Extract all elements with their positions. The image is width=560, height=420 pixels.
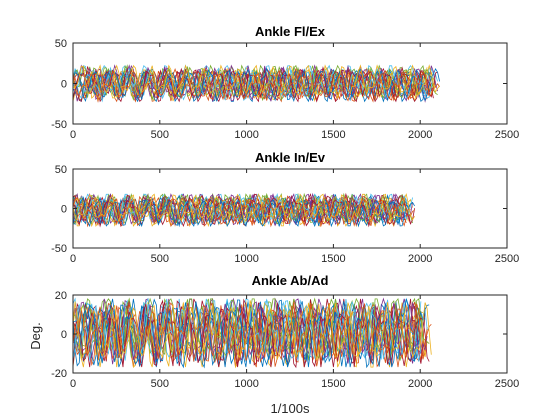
y-tick-label: 0 bbox=[61, 79, 67, 91]
subplot-2-lines bbox=[73, 192, 415, 228]
x-tick-label: 1500 bbox=[321, 253, 345, 265]
subplot-1-lines bbox=[73, 64, 440, 103]
x-tick-label: 2500 bbox=[495, 253, 519, 265]
x-tick-label: 0 bbox=[70, 129, 76, 141]
subplot-2-title: Ankle In/Ev bbox=[255, 150, 326, 165]
x-axis-label: 1/100s bbox=[270, 401, 310, 416]
subplot-3-lines bbox=[73, 297, 432, 369]
y-tick-label: 0 bbox=[61, 329, 67, 341]
series-line bbox=[73, 65, 434, 98]
series-line bbox=[73, 300, 432, 361]
x-tick-label: 1000 bbox=[234, 129, 258, 141]
y-tick-label: 50 bbox=[55, 164, 67, 176]
y-tick-label: 20 bbox=[55, 290, 67, 302]
x-tick-label: 2000 bbox=[408, 253, 432, 265]
series-line bbox=[73, 69, 438, 103]
x-tick-label: 500 bbox=[151, 253, 169, 265]
y-axis-label: Deg. bbox=[28, 322, 43, 349]
x-tick-label: 500 bbox=[151, 378, 169, 390]
y-tick-label: -50 bbox=[51, 243, 67, 255]
series-line bbox=[73, 303, 430, 362]
x-tick-label: 1500 bbox=[321, 378, 345, 390]
series-line bbox=[73, 70, 436, 101]
series-line bbox=[73, 192, 411, 227]
x-tick-label: 1000 bbox=[234, 378, 258, 390]
x-tick-label: 2500 bbox=[495, 129, 519, 141]
series-line bbox=[73, 301, 432, 362]
x-tick-label: 2000 bbox=[408, 378, 432, 390]
x-tick-label: 2000 bbox=[408, 129, 432, 141]
x-tick-label: 500 bbox=[151, 129, 169, 141]
series-line bbox=[73, 66, 434, 103]
x-tick-label: 1500 bbox=[321, 129, 345, 141]
subplot-1-title: Ankle Fl/Ex bbox=[255, 24, 326, 39]
x-tick-label: 0 bbox=[70, 378, 76, 390]
y-tick-label: 50 bbox=[55, 38, 67, 50]
series-line bbox=[73, 64, 440, 97]
y-tick-label: -50 bbox=[51, 119, 67, 131]
subplot-3-title: Ankle Ab/Ad bbox=[252, 273, 329, 288]
series-line bbox=[73, 193, 415, 224]
x-tick-label: 2500 bbox=[495, 378, 519, 390]
y-tick-label: 0 bbox=[61, 204, 67, 216]
series-line bbox=[73, 68, 440, 102]
x-tick-label: 1000 bbox=[234, 253, 258, 265]
series-line bbox=[73, 195, 415, 222]
y-tick-label: -20 bbox=[51, 368, 67, 380]
series-line bbox=[73, 196, 415, 228]
x-tick-label: 0 bbox=[70, 253, 76, 265]
